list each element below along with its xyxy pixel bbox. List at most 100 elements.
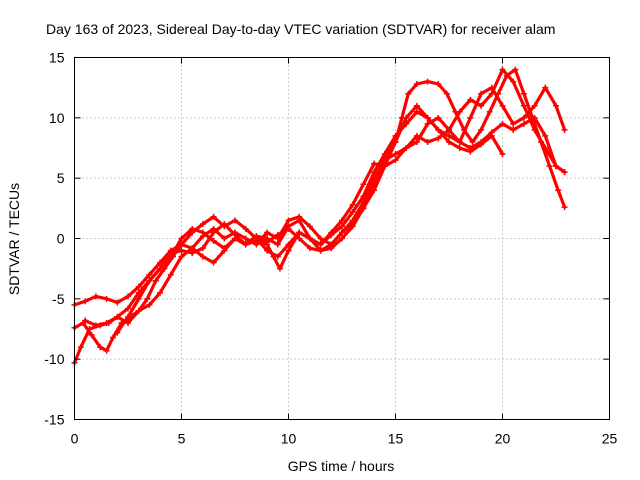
data-point	[317, 241, 324, 248]
data-point	[167, 271, 174, 278]
data-point	[467, 114, 474, 121]
data-point	[435, 81, 442, 88]
data-point	[403, 120, 410, 127]
data-point	[178, 253, 185, 260]
data-point	[520, 120, 527, 127]
data-point	[274, 241, 281, 248]
x-tick-label: 25	[602, 431, 618, 447]
y-tick-label: 5	[57, 170, 65, 186]
data-point	[360, 181, 367, 188]
data-point	[381, 151, 388, 158]
data-point	[178, 247, 185, 254]
data-point	[456, 138, 463, 145]
data-point	[210, 225, 217, 232]
data-point	[499, 151, 506, 158]
data-point	[146, 277, 153, 284]
data-point	[531, 126, 538, 133]
data-point	[306, 235, 313, 242]
data-point	[349, 201, 356, 208]
data-point	[371, 181, 378, 188]
data-point	[488, 84, 495, 91]
data-point	[210, 259, 217, 266]
data-point	[413, 138, 420, 145]
data-point	[232, 217, 238, 224]
data-point	[424, 78, 431, 85]
data-point	[110, 334, 117, 341]
data-point	[424, 114, 431, 121]
data-point	[152, 277, 159, 284]
data-point	[424, 138, 431, 145]
data-point	[242, 235, 249, 242]
data-point	[221, 221, 228, 228]
data-point	[328, 229, 335, 236]
data-point	[349, 208, 356, 215]
data-point	[253, 241, 260, 248]
data-point	[405, 90, 412, 97]
data-point	[499, 120, 506, 127]
data-point	[270, 253, 277, 260]
data-point	[135, 295, 142, 302]
data-point	[371, 160, 378, 167]
data-point	[169, 253, 176, 260]
data-point	[114, 329, 121, 336]
data-point	[360, 205, 367, 212]
data-point	[446, 132, 452, 139]
data-point	[178, 235, 185, 242]
x-tick-label: 20	[495, 431, 511, 447]
data-point	[306, 245, 313, 252]
data-point	[456, 108, 463, 115]
data-point	[531, 102, 538, 109]
data-point	[446, 126, 452, 133]
data-point	[392, 157, 399, 164]
series-track-3	[71, 66, 568, 308]
data-point	[478, 90, 485, 97]
x-tick-label: 5	[178, 431, 186, 447]
data-point	[264, 241, 271, 248]
data-point	[349, 221, 356, 228]
data-point	[510, 126, 517, 133]
data-point	[478, 138, 485, 145]
data-point	[446, 138, 452, 145]
data-point	[189, 245, 196, 252]
data-point	[443, 90, 450, 97]
data-point	[510, 120, 517, 127]
data-point	[510, 78, 517, 85]
data-point	[92, 322, 99, 329]
series-line	[115, 67, 567, 335]
data-point	[488, 129, 495, 136]
x-axis-label: GPS time / hours	[288, 458, 395, 474]
data-point	[456, 145, 463, 151]
data-point	[103, 347, 110, 354]
data-point	[561, 169, 568, 176]
data-point	[199, 245, 206, 252]
data-point	[478, 102, 485, 109]
data-point	[103, 295, 110, 302]
data-point	[435, 114, 442, 121]
data-point	[88, 332, 95, 339]
data-point	[97, 344, 104, 351]
data-point	[413, 81, 420, 88]
data-point	[296, 213, 303, 220]
data-point	[157, 265, 164, 272]
y-tick-label: -10	[44, 351, 64, 367]
data-point	[555, 187, 562, 194]
data-point	[82, 298, 89, 305]
data-point	[146, 271, 153, 278]
data-point	[520, 102, 527, 109]
data-point	[189, 229, 196, 236]
data-point	[125, 313, 131, 320]
data-point	[398, 114, 405, 121]
data-point	[157, 259, 164, 266]
x-tick-label: 0	[71, 431, 79, 447]
data-point	[435, 126, 442, 133]
y-tick-label: -15	[44, 412, 64, 428]
data-point	[317, 247, 324, 254]
series-line	[83, 86, 567, 327]
data-point	[469, 138, 476, 145]
data-point	[478, 126, 485, 133]
data-point	[167, 249, 174, 256]
data-point	[561, 204, 568, 211]
data-point	[381, 157, 388, 164]
data-point	[264, 235, 271, 242]
data-point	[317, 235, 324, 242]
